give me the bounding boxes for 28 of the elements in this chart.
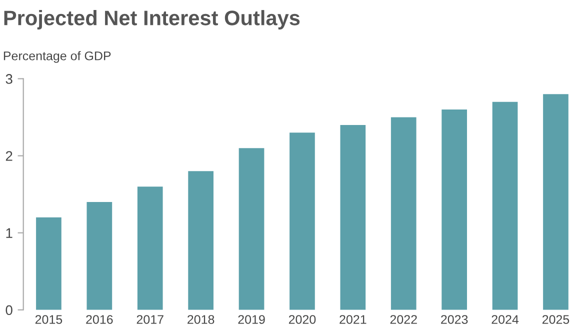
bar (390, 117, 416, 310)
y-tick-label: 1 (6, 228, 12, 238)
x-tick-label: 2024 (492, 315, 519, 324)
x-tick-label: 2021 (340, 315, 366, 324)
x-tick-label: 2020 (288, 315, 316, 324)
bar (36, 217, 62, 310)
bar (137, 186, 163, 310)
x-tick-label: 2018 (188, 315, 214, 324)
bar (442, 110, 467, 310)
x-tick-label: 2022 (390, 315, 417, 324)
x-tick-label: 2016 (86, 315, 113, 324)
bar (290, 132, 315, 310)
bar (492, 102, 518, 310)
x-tick-label: 2025 (542, 315, 570, 324)
y-tick-label: 3 (6, 74, 12, 84)
x-tick-label: 2017 (136, 315, 164, 324)
y-axis-title: Percentage of GDP (4, 51, 111, 63)
x-tick-label: 2019 (238, 315, 265, 324)
bar (86, 202, 112, 310)
bar (188, 171, 214, 310)
chart-title: Projected Net Interest Outlays (4, 10, 300, 30)
bar (238, 148, 264, 310)
y-tick-label: 0 (6, 305, 12, 316)
x-tick-label: 2023 (441, 315, 468, 324)
bar (543, 94, 568, 310)
bar (340, 124, 366, 310)
y-tick-label: 2 (6, 151, 12, 161)
x-tick-label: 2015 (35, 315, 62, 324)
